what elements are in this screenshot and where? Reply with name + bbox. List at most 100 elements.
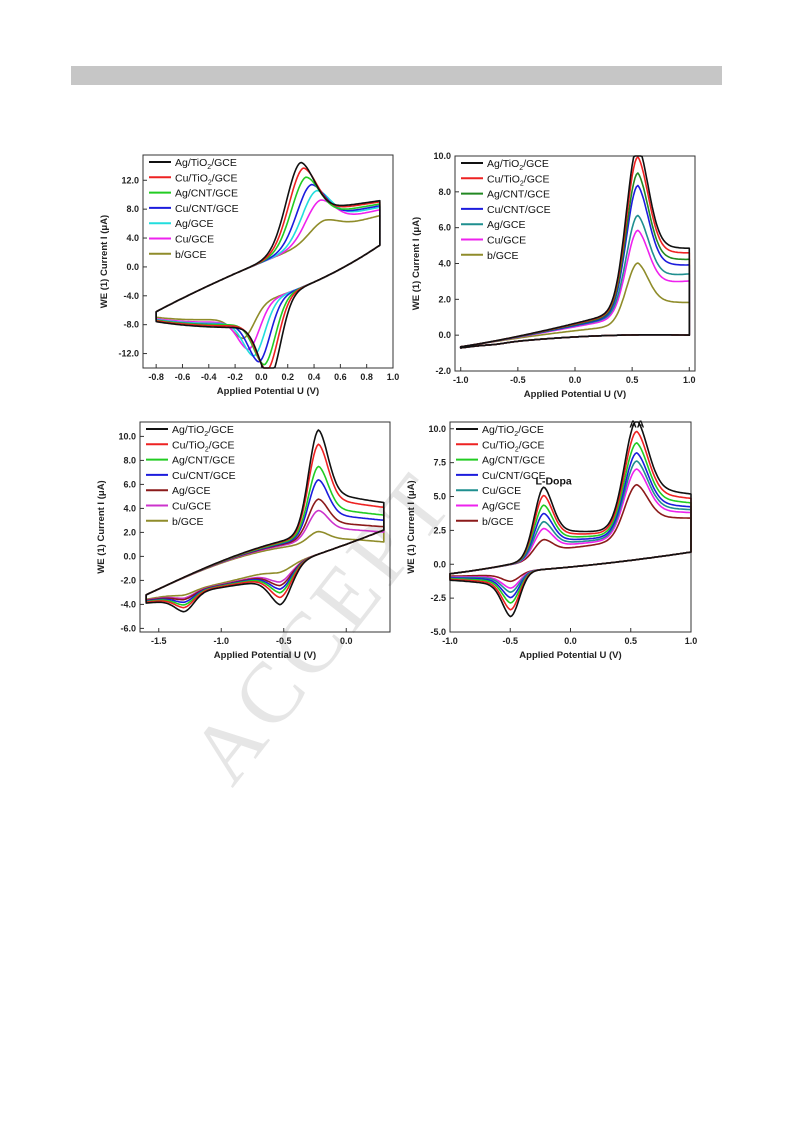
br-y-tick-label: 2.5: [433, 525, 446, 535]
tr-y-axis-label: WE (1) Current I (μA): [411, 217, 422, 310]
tl-legend-label: b/GCE: [175, 249, 207, 261]
tr-legend-label: Cu/GCE: [487, 235, 526, 247]
tl-y-tick-label: 8.0: [126, 204, 139, 214]
tr-x-tick-label: -1.0: [453, 375, 469, 385]
bl-legend-label: Ag/TiO2/GCE: [172, 424, 234, 438]
br-y-tick-label: 5.0: [433, 492, 446, 502]
bl-x-tick-label: -1.0: [213, 636, 229, 646]
br-x-axis-label: Applied Potential U (V): [519, 650, 621, 661]
br-annotation: L-Dopa: [536, 475, 572, 487]
tr-x-tick-label: 0.0: [569, 375, 582, 385]
tr-x-axis-label: Applied Potential U (V): [524, 389, 626, 400]
bl-y-tick-label: -6.0: [120, 623, 136, 633]
br-x-tick-label: -1.0: [442, 636, 458, 646]
bl-y-tick-label: 4.0: [123, 503, 136, 513]
br-x-tick-label: 1.0: [685, 636, 698, 646]
bl-y-tick-label: 0.0: [123, 551, 136, 561]
br-legend-label: b/GCE: [482, 516, 514, 528]
tl-y-axis-label: WE (1) Current I (μA): [99, 215, 110, 308]
tr-y-tick-label: 10.0: [433, 151, 451, 161]
tl-y-tick-label: 0.0: [126, 262, 139, 272]
tr-legend-label: b/GCE: [487, 250, 519, 262]
bl-y-tick-label: -2.0: [120, 575, 136, 585]
tr-y-tick-label: -2.0: [435, 366, 451, 376]
bl-x-tick-label: -0.5: [276, 636, 292, 646]
br-y-axis-label: WE (1) Current I (μA): [406, 480, 417, 573]
br-legend-label: Ag/GCE: [482, 501, 521, 513]
bl-y-tick-label: 10.0: [118, 431, 136, 441]
chart-bottom-right: -1.0 -0.5 0.0 0.5 1.0 -5.0 -2.5 0.0 2.5 5.0 7.5 10.…: [405, 412, 708, 662]
br-y-tick-label: -2.5: [430, 593, 446, 603]
br-x-tick-label: 0.5: [624, 636, 637, 646]
chart-top-left: -0.8 -0.6 -0.4 -0.2 0.0 0.2 0.4 0.6 0.8 1.0 -12.0 -…: [95, 145, 405, 400]
tr-x-tick-label: 0.5: [626, 375, 639, 385]
bl-legend-label: b/GCE: [172, 516, 204, 528]
br-y-tick-label: 7.5: [433, 458, 446, 468]
tl-x-tick-label: 0.6: [334, 372, 347, 382]
tr-legend-label: Ag/TiO2/GCE: [487, 158, 549, 172]
chart-top-right: -1.0 -0.5 0.0 0.5 1.0 -2.0 0.0 2.0 4.0 6.0 8.0 10.0…: [411, 145, 712, 400]
bl-y-tick-label: 2.0: [123, 527, 136, 537]
br-legend-label: Ag/CNT/GCE: [482, 455, 545, 467]
bl-legend-label: Cu/GCE: [172, 501, 211, 513]
tr-legend-label: Ag/GCE: [487, 219, 526, 231]
chart-svg-bl: -1.5 -1.0 -0.5 0.0 -6.0 -4.0 -2.0 0.0 2.0 4.0 6.0 8…: [96, 421, 391, 661]
tr-y-tick-label: 6.0: [438, 223, 451, 233]
br-legend-label: Cu/TiO2/GCE: [482, 439, 544, 453]
tr-x-tick-label: -0.5: [510, 375, 526, 385]
tr-series-line: [459, 155, 691, 349]
tl-y-tick-label: -12.0: [118, 349, 139, 359]
header-bar: [71, 66, 722, 85]
chart-svg-br: -1.0 -0.5 0.0 0.5 1.0 -5.0 -2.5 0.0 2.5 5.0 7.5 10.…: [406, 418, 698, 661]
tl-y-tick-label: -4.0: [123, 291, 139, 301]
tl-x-tick-label: 1.0: [387, 372, 400, 382]
bl-plot-frame: [139, 421, 391, 633]
tl-y-tick-label: 4.0: [126, 233, 139, 243]
bl-series-line: [145, 429, 385, 613]
tr-x-tick-label: 1.0: [683, 375, 696, 385]
bl-y-tick-label: -4.0: [120, 599, 136, 609]
tl-x-tick-label: -0.2: [227, 372, 243, 382]
br-x-tick-label: 0.0: [564, 636, 577, 646]
bl-legend-label: Ag/CNT/GCE: [172, 455, 235, 467]
tl-series-line: [155, 189, 381, 357]
br-annotation: AA: [629, 418, 645, 430]
tr-legend-label: Cu/TiO2/GCE: [487, 173, 549, 187]
br-legend-label: Ag/TiO2/GCE: [482, 424, 544, 438]
tr-y-tick-label: 2.0: [438, 294, 451, 304]
br-legend-label: Cu/CNT/GCE: [482, 470, 546, 482]
tr-y-tick-label: 8.0: [438, 187, 451, 197]
bl-legend-label: Ag/GCE: [172, 485, 211, 497]
tl-x-tick-label: -0.4: [201, 372, 217, 382]
tl-x-tick-label: 0.8: [360, 372, 373, 382]
tr-legend-label: Cu/CNT/GCE: [487, 204, 551, 216]
tl-legend-label: Ag/TiO2/GCE: [175, 157, 237, 171]
bl-legend-label: Cu/TiO2/GCE: [172, 439, 234, 453]
bl-x-tick-label: -1.5: [151, 636, 167, 646]
bl-x-axis-label: Applied Potential U (V): [214, 650, 316, 661]
tl-legend-label: Cu/TiO2/GCE: [175, 172, 237, 186]
tl-legend-label: Ag/GCE: [175, 218, 214, 230]
tr-y-tick-label: 0.0: [438, 330, 451, 340]
bl-legend-label: Cu/CNT/GCE: [172, 470, 236, 482]
tl-legend-label: Ag/CNT/GCE: [175, 188, 238, 200]
tl-legend-label: Cu/CNT/GCE: [175, 203, 239, 215]
bl-y-tick-label: 6.0: [123, 479, 136, 489]
tl-y-tick-label: -8.0: [123, 320, 139, 330]
br-y-tick-label: -5.0: [430, 627, 446, 637]
br-x-tick-label: -0.5: [502, 636, 518, 646]
tl-x-axis-label: Applied Potential U (V): [217, 386, 319, 397]
tl-series-line: [155, 161, 381, 369]
tr-legend-label: Ag/CNT/GCE: [487, 189, 550, 201]
chart-svg-tr: -1.0 -0.5 0.0 0.5 1.0 -2.0 0.0 2.0 4.0 6.0 8.0 10.0…: [411, 151, 696, 400]
br-series-line: [449, 421, 692, 618]
bl-y-axis-label: WE (1) Current I (μA): [96, 480, 107, 573]
tl-x-tick-label: -0.6: [175, 372, 191, 382]
tl-x-tick-label: -0.8: [148, 372, 164, 382]
chart-svg-tl: -0.8 -0.6 -0.4 -0.2 0.0 0.2 0.4 0.6 0.8 1.0 -12.0 -…: [99, 154, 400, 397]
br-y-tick-label: 10.0: [428, 424, 446, 434]
br-legend-label: Cu/GCE: [482, 485, 521, 497]
tl-x-tick-label: 0.2: [281, 372, 294, 382]
tl-x-tick-label: 0.0: [255, 372, 268, 382]
chart-bottom-left: -1.5 -1.0 -0.5 0.0 -6.0 -4.0 -2.0 0.0 2.0 4.0 6.0 8…: [95, 412, 395, 662]
